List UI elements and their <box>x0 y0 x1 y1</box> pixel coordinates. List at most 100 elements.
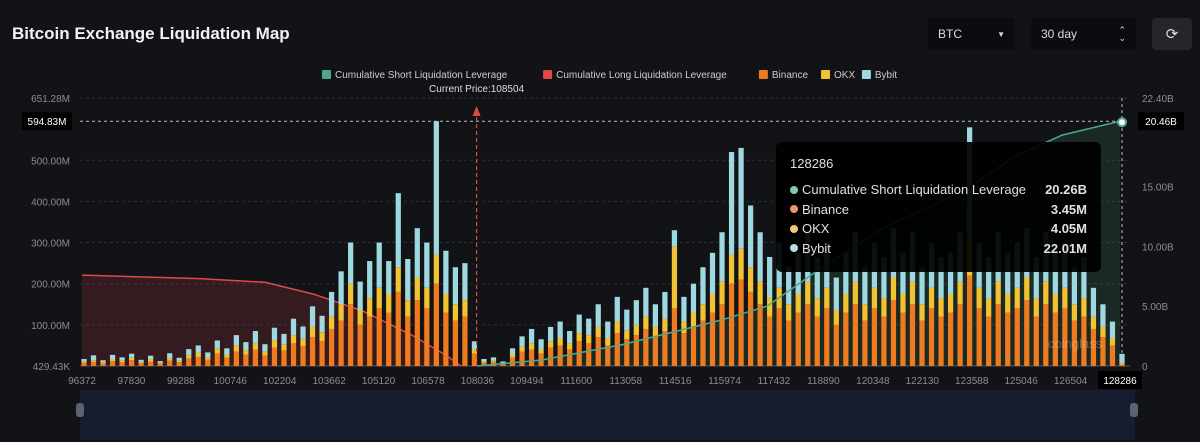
bar-binance <box>167 360 173 366</box>
x-axis-tick: 111600 <box>560 376 592 387</box>
coin-select[interactable]: BTC ▼ <box>928 18 1015 50</box>
bar-binance <box>1071 320 1078 366</box>
bar-binance <box>100 363 106 366</box>
bar-okx <box>157 362 163 364</box>
bar-okx <box>148 359 154 362</box>
range-select[interactable]: 30 day ⌃ ⌄ <box>1031 18 1136 50</box>
bar-bybit <box>462 263 468 301</box>
bar-okx <box>928 287 935 309</box>
bar-binance <box>976 308 982 366</box>
x-axis-tick: 115974 <box>708 376 741 387</box>
tooltip-row: Bybit 22.01M <box>790 239 1087 259</box>
bar-okx <box>405 300 411 317</box>
refresh-button[interactable]: ⟳ <box>1152 18 1192 50</box>
bar-okx <box>1062 287 1068 309</box>
bar-bybit <box>538 339 544 350</box>
bar-binance <box>652 337 658 366</box>
bar-binance <box>852 304 858 366</box>
bar-okx <box>252 343 259 350</box>
bar-bybit <box>938 256 944 299</box>
bar-bybit <box>767 256 773 299</box>
bar-binance <box>747 291 754 366</box>
bar-bybit <box>1005 252 1011 294</box>
legend-swatch <box>861 70 871 79</box>
x-axis-tick: 102204 <box>263 376 297 387</box>
bar-bybit <box>205 352 211 358</box>
stepper-icon: ⌃ ⌄ <box>1118 25 1126 43</box>
bar-bybit <box>624 309 630 331</box>
bar-bybit <box>709 252 716 294</box>
bar-bybit <box>309 306 316 327</box>
long-area <box>82 275 462 366</box>
bar-bybit <box>690 283 697 313</box>
bar-bybit <box>1071 267 1078 305</box>
bar-bybit <box>900 252 906 294</box>
x-axis-tick: 97830 <box>118 376 146 387</box>
bar-binance <box>233 351 239 366</box>
bar-okx <box>852 281 858 305</box>
bar-okx <box>881 298 887 317</box>
left-axis-tick: 200.00M <box>31 280 70 291</box>
bar-okx <box>586 335 592 344</box>
bar-okx <box>81 361 87 363</box>
bar-okx <box>700 304 706 321</box>
navigator-handle[interactable] <box>1130 403 1138 417</box>
navigator-slider[interactable] <box>80 390 1135 440</box>
right-axis-tick: 22.40B <box>1142 94 1174 105</box>
bar-binance <box>795 312 801 366</box>
bar-binance <box>605 345 611 366</box>
bar-okx <box>214 348 220 354</box>
bar-bybit <box>595 304 601 327</box>
bar-bybit <box>81 359 87 362</box>
bar-bybit <box>290 318 297 336</box>
bar-okx <box>576 333 582 342</box>
bar-bybit <box>119 357 125 361</box>
bar-okx <box>433 254 439 284</box>
bar-binance <box>509 357 516 366</box>
bar-bybit <box>1052 252 1058 294</box>
bar-okx <box>1071 304 1078 321</box>
bar-binance <box>195 356 201 366</box>
bar-okx <box>1090 316 1097 329</box>
bar-binance <box>1062 308 1068 366</box>
bar-bybit <box>195 345 201 353</box>
x-axis-tick: 125046 <box>1004 376 1038 387</box>
bar-binance <box>519 351 525 366</box>
legend-item: Binance <box>772 70 809 81</box>
navigator-handle[interactable] <box>76 403 84 417</box>
tooltip-value: 20.26B <box>1045 182 1087 198</box>
bar-okx <box>624 330 630 340</box>
bar-bybit <box>881 256 887 299</box>
bar-binance <box>681 333 687 366</box>
bar-binance <box>452 320 459 366</box>
bar-okx <box>986 298 992 317</box>
bar-bybit <box>719 232 725 282</box>
bar-bybit <box>186 349 192 356</box>
bar-binance <box>909 304 916 366</box>
bar-binance <box>548 347 554 366</box>
bar-binance <box>386 312 392 366</box>
bar-bybit <box>614 296 620 322</box>
bar-binance <box>128 360 135 366</box>
bar-bybit <box>224 348 230 355</box>
current-price-arrow-icon <box>472 106 481 116</box>
bar-bybit <box>747 205 754 268</box>
bar-okx <box>1052 293 1058 313</box>
bar-okx <box>757 281 763 305</box>
bar-bybit <box>271 327 278 341</box>
bar-binance <box>738 279 744 366</box>
bar-binance <box>481 362 487 366</box>
legend-swatch <box>758 70 768 79</box>
bar-okx <box>90 360 97 362</box>
caret-down-icon: ▼ <box>997 29 1005 39</box>
bar-okx <box>738 248 744 280</box>
bar-bybit <box>509 348 516 355</box>
x-axis-tick: 108036 <box>461 376 495 387</box>
tooltip-row: Cumulative Short Liquidation Leverage 20.… <box>790 180 1087 200</box>
bar-bybit <box>1109 321 1116 339</box>
bar-okx <box>100 362 106 364</box>
bar-bybit <box>405 259 411 301</box>
bar-binance <box>700 320 706 366</box>
bar-bybit <box>786 267 792 305</box>
bar-bybit <box>424 242 430 288</box>
